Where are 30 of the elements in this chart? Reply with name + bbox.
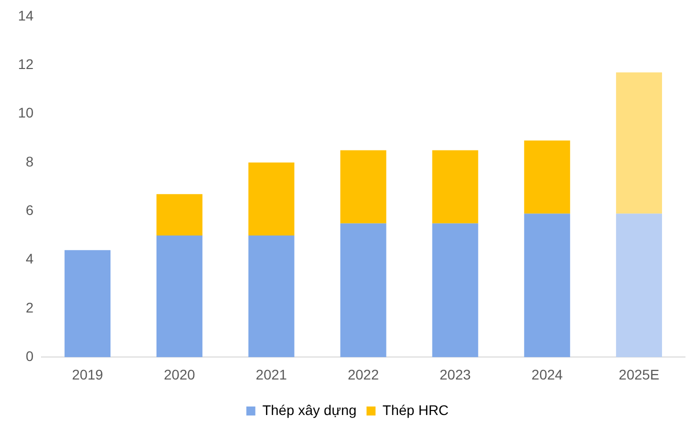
y-tick-label: 2 [26, 299, 34, 316]
y-tick-label: 6 [26, 202, 34, 218]
y-tick-label: 4 [26, 250, 34, 267]
bar [432, 150, 478, 224]
y-tick-label: 8 [26, 153, 34, 170]
bar [340, 150, 386, 224]
x-tick-label: 2022 [348, 366, 380, 382]
legend-label: Thép xây dựng [262, 402, 357, 418]
x-tick-label: 2020 [164, 366, 196, 382]
bar [64, 250, 111, 358]
bar [616, 214, 662, 358]
legend-label: Thép HRC [382, 402, 449, 418]
x-tick-label: 2021 [256, 366, 288, 382]
bar [156, 194, 202, 236]
y-tick-label: 12 [18, 56, 34, 72]
bar [156, 235, 202, 358]
bar [432, 223, 478, 358]
bar [524, 214, 570, 358]
x-tick-label: 2025E [618, 366, 660, 382]
y-tick-label: 14 [18, 7, 34, 24]
y-tick-label: 0 [26, 348, 34, 364]
x-tick-label: 2023 [440, 366, 471, 382]
x-tick-label: 2019 [72, 366, 104, 382]
y-tick-label: 10 [18, 104, 34, 121]
bar [616, 72, 662, 214]
x-tick-label: 2024 [532, 366, 563, 382]
bar [524, 140, 570, 214]
bar [248, 162, 294, 236]
bar [248, 235, 294, 358]
bar [340, 223, 386, 358]
